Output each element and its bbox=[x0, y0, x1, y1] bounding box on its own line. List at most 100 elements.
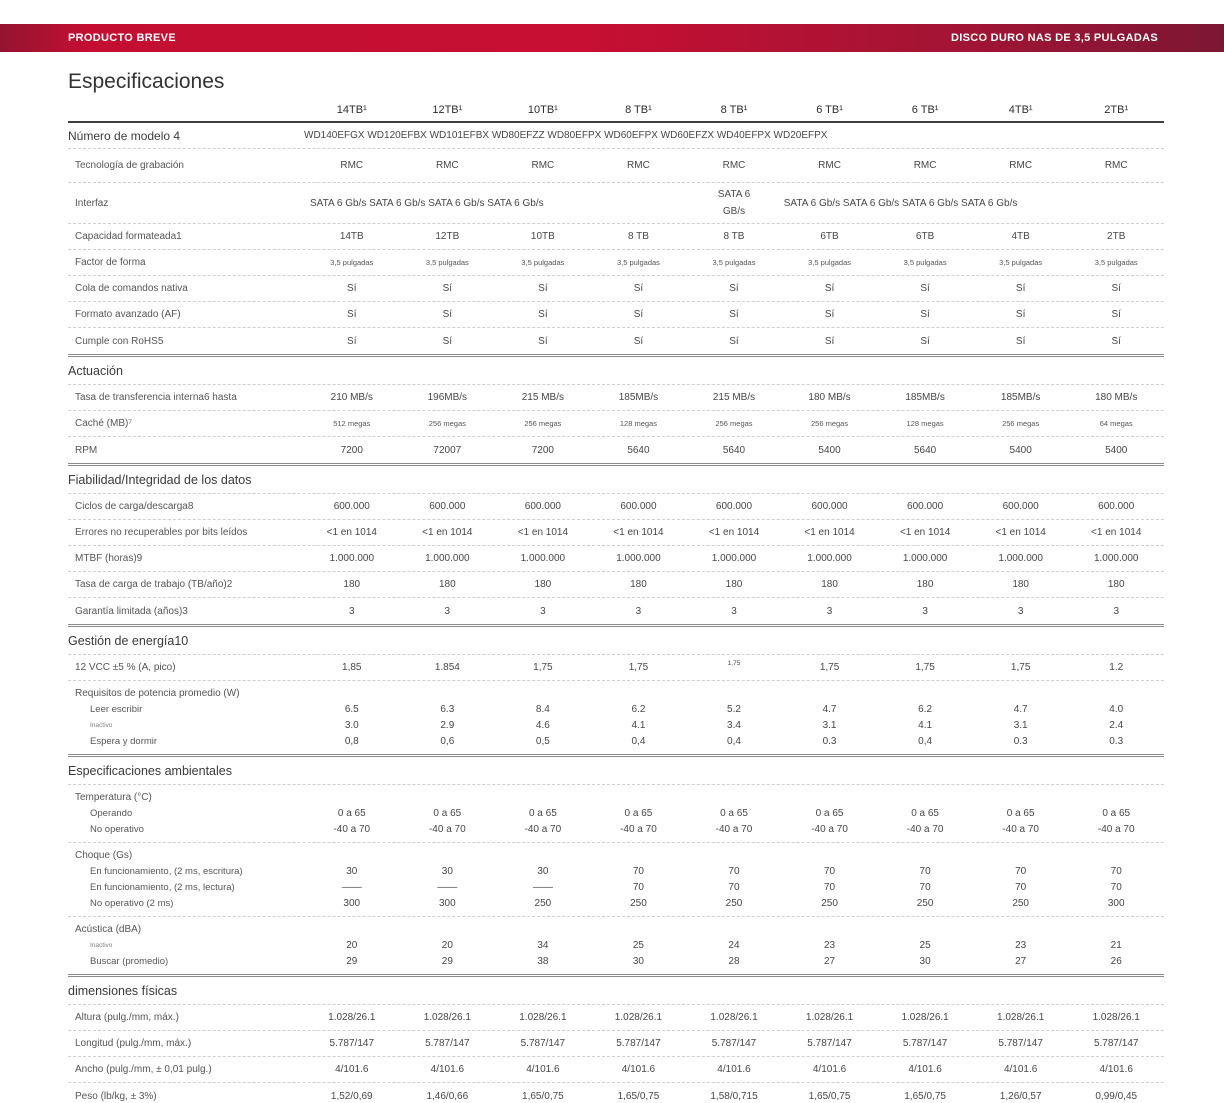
spec-cell: 24 bbox=[728, 939, 740, 951]
spec-cell: Sí bbox=[729, 309, 739, 320]
section-title: Gestión de energía10 bbox=[68, 627, 1164, 655]
row-label: Tecnología de grabación bbox=[75, 160, 184, 171]
spec-cell: Sí bbox=[920, 283, 930, 294]
spec-row: Tasa de carga de trabajo (TB/año)2 180 180… bbox=[68, 572, 1164, 598]
spec-cell: Sí bbox=[347, 335, 357, 347]
spec-cell: 256 megas bbox=[428, 419, 466, 428]
spec-cell: 5.787/147 bbox=[520, 1038, 566, 1049]
spec-cell: -40 a 70 bbox=[1002, 823, 1039, 835]
group-label: Requisitos de potencia promedio (W) bbox=[75, 687, 240, 699]
row-span-value: WD140EFGX WD120EFBX WD101EFBX WD80EFZZ W… bbox=[304, 130, 828, 141]
spec-cell: <1 en 1014 bbox=[995, 527, 1046, 538]
spec-cell: 1.000.000 bbox=[807, 553, 852, 564]
spec-cell: 3,5 pulgadas bbox=[712, 258, 756, 267]
row-label: Longitud (pulg./mm, máx.) bbox=[75, 1038, 192, 1049]
column-header: 4TB¹ bbox=[1008, 104, 1033, 116]
spec-cell: 5400 bbox=[818, 444, 841, 456]
spec-subrow: Espera y dormir 0,8 0,6 0,5 0,4 0,4 0.3 0,4 0.3 0… bbox=[68, 733, 1164, 749]
row-label: Altura (pulg./mm, máx.) bbox=[75, 1012, 179, 1023]
spec-cell: 3,5 pulgadas bbox=[330, 258, 374, 267]
spec-cell: 8.4 bbox=[535, 703, 550, 715]
row-label: Número de modelo 4 bbox=[68, 128, 181, 143]
spec-cell: 4/101.6 bbox=[908, 1064, 942, 1075]
spec-cell: 1.028/26.1 bbox=[710, 1012, 758, 1023]
spec-cell: 1.000.000 bbox=[329, 553, 375, 564]
spec-cell: 600.000 bbox=[524, 501, 561, 512]
spec-cell: —— bbox=[437, 881, 458, 893]
spec-cell: Sí bbox=[824, 335, 835, 347]
spec-cell: 180 MB/s bbox=[1095, 392, 1138, 403]
spec-group: Acústica (dBA) Inactivo 20 20 34 25 24 23 25 23 21… bbox=[68, 917, 1164, 974]
spec-cell: Sí bbox=[1015, 335, 1026, 347]
spec-cell: 4/101.6 bbox=[335, 1064, 369, 1075]
row-label: Interfaz bbox=[75, 197, 109, 209]
spec-cell: Sí bbox=[347, 309, 357, 320]
spec-cell: RMC bbox=[627, 160, 650, 171]
column-header: 14TB¹ bbox=[336, 104, 367, 116]
spec-cell: 5400 bbox=[1105, 444, 1128, 456]
spec-row: Peso (lb/kg, ± 3%) 1,52/0,69 1,46/0,66 1,65… bbox=[68, 1083, 1164, 1103]
column-header: 6 TB¹ bbox=[816, 104, 843, 116]
spec-cell: 600.000 bbox=[907, 501, 944, 512]
column-header-row: 14TB¹ 12TB¹ 10TB¹ 8 TB¹ 8 TB¹ 6 TB¹ 6 TB¹ 4TB¹ 2… bbox=[68, 104, 1164, 123]
section: Actuación Tasa de transferencia interna6 … bbox=[68, 357, 1164, 466]
spec-cell: <1 en 1014 bbox=[899, 527, 951, 538]
spec-cell: 0,6 bbox=[440, 735, 455, 747]
row-label: Tasa de transferencia interna6 hasta bbox=[75, 392, 237, 403]
spec-subrow: En funcionamiento, (2 ms, lectura) —— —— ——… bbox=[68, 879, 1164, 895]
spec-cell: 23 bbox=[823, 939, 836, 951]
spec-cell: 3 bbox=[444, 605, 451, 617]
spec-cell: 1.028/26.1 bbox=[901, 1012, 949, 1023]
spec-cell: 1.028/26.1 bbox=[1092, 1012, 1140, 1023]
spec-cell: 4.6 bbox=[535, 719, 550, 731]
spec-cell: 29 bbox=[346, 955, 358, 967]
spec-cell: 1,85 bbox=[342, 662, 362, 673]
spec-cell: Sí bbox=[824, 283, 835, 294]
spec-cell: 23 bbox=[1015, 939, 1027, 951]
spec-cell: 1,75 bbox=[819, 662, 840, 673]
subrow-label: Inactivo bbox=[90, 941, 113, 949]
spec-cell: 1,75 bbox=[533, 662, 553, 673]
spec-cell: 0 a 65 bbox=[337, 807, 366, 819]
row-label: Errores no recuperables por bits leídos bbox=[75, 527, 248, 538]
spec-cell: 38 bbox=[537, 955, 549, 967]
spec-cell: 180 bbox=[438, 579, 456, 590]
spec-row: Tasa de transferencia interna6 hasta 210 … bbox=[68, 385, 1164, 411]
spec-cell: 7200 bbox=[340, 444, 363, 456]
spec-cell: -40 a 70 bbox=[428, 823, 466, 835]
spec-cell: 1.000.000 bbox=[1093, 553, 1139, 564]
spec-cell: 30 bbox=[537, 865, 549, 877]
row-label: Capacidad formateada1 bbox=[75, 231, 182, 242]
spec-cell: 5640 bbox=[627, 444, 650, 456]
spec-cell: 5.787/147 bbox=[616, 1038, 661, 1049]
spec-cell: 5.787/147 bbox=[329, 1038, 375, 1049]
spec-cell: 70 bbox=[632, 865, 644, 877]
spec-cell: 70 bbox=[919, 881, 931, 893]
row-label: Cola de comandos nativa bbox=[75, 283, 188, 294]
spec-row: Caché (MB)⁷ 512 megas 256 megas 256 megas 12… bbox=[68, 411, 1164, 437]
spec-cell: 28 bbox=[728, 955, 740, 967]
spec-cell: 70 bbox=[1110, 881, 1122, 893]
section: Especificaciones ambientales Temperatura … bbox=[68, 757, 1164, 977]
spec-cell: 12TB bbox=[435, 231, 460, 242]
row-label: Factor de forma bbox=[75, 257, 146, 268]
spec-cell: 3,5 pulgadas bbox=[1094, 258, 1138, 267]
spec-row: Capacidad formateada1 14TB 12TB 10TB 8 TB 8 T… bbox=[68, 224, 1164, 250]
subrow-label: Espera y dormir bbox=[90, 735, 158, 747]
spec-subrow: Inactivo 3.0 2.9 4.6 4.1 3.4 3.1 4.1 3.1 2.4 bbox=[68, 717, 1164, 733]
spec-cell: 1,46/0,66 bbox=[426, 1090, 469, 1102]
spec-cell: <1 en 1014 bbox=[517, 527, 569, 538]
subrow-label: Buscar (promedio) bbox=[90, 955, 169, 967]
section-title: dimensiones físicas bbox=[68, 977, 1164, 1005]
spec-cell: 250 bbox=[916, 897, 934, 909]
spec-cell: 3,5 pulgadas bbox=[808, 258, 852, 267]
spec-cell: 3,5 pulgadas bbox=[903, 258, 947, 267]
document-body: Especificaciones 14TB¹ 12TB¹ 10TB¹ 8 TB¹ 8 T… bbox=[68, 62, 1164, 1103]
spec-cell: 70 bbox=[728, 865, 740, 877]
spec-cell: 215 MB/s bbox=[712, 392, 756, 403]
spec-cell: 70 bbox=[1110, 865, 1122, 877]
spec-cell: 3 bbox=[731, 605, 737, 617]
spec-cell: 300 bbox=[343, 897, 361, 909]
spec-cell: 21 bbox=[1110, 939, 1122, 951]
spec-cell: 185MB/s bbox=[905, 392, 945, 403]
